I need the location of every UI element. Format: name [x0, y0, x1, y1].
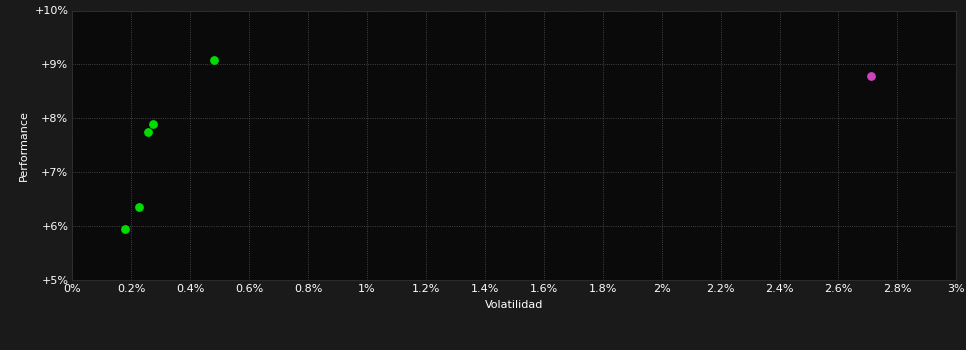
Point — [140, 129, 156, 134]
Point — [206, 57, 221, 63]
Point — [864, 74, 879, 79]
Point — [131, 204, 147, 210]
Point — [146, 121, 161, 126]
Y-axis label: Performance: Performance — [18, 110, 29, 181]
X-axis label: Volatilidad: Volatilidad — [485, 300, 544, 310]
Point — [118, 226, 133, 232]
